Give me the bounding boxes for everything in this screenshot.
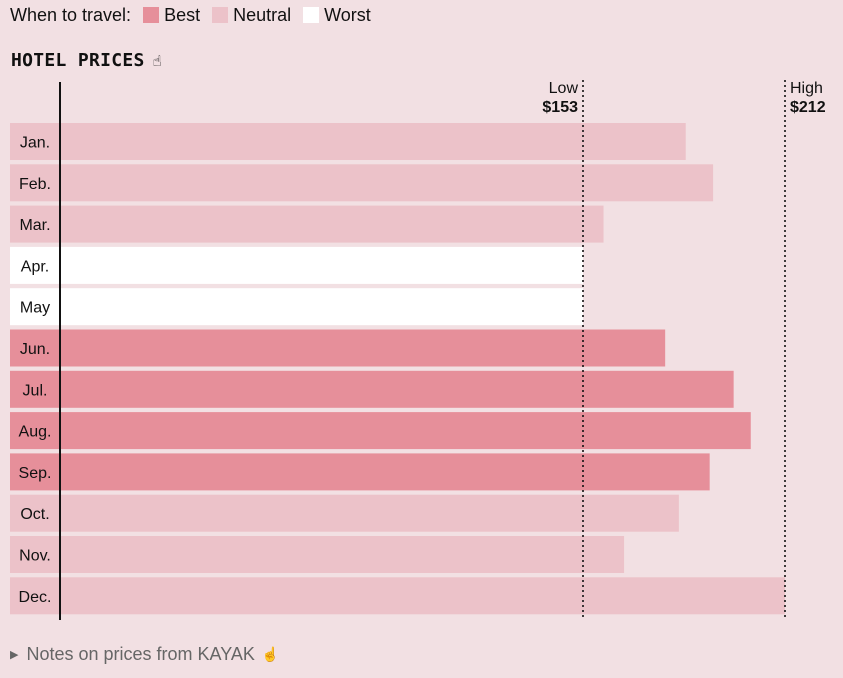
month-label: May [20,300,50,317]
hand-pointer-icon: ☝ [261,646,280,662]
reference-label: High [790,80,823,97]
legend-item-worst: Worst [303,5,371,26]
bar-5 [10,329,666,367]
bar-7 [10,412,751,450]
month-label: Oct. [20,506,49,523]
month-label: Nov. [19,548,51,565]
legend-label-best: Best [164,4,201,25]
reference-value-label: $153 [542,99,578,116]
month-label: Jul. [23,382,48,399]
month-label: Aug. [19,424,52,441]
disclosure-triangle-icon: ▶ [10,649,19,661]
bar-4 [10,288,583,326]
hand-pointer-icon[interactable]: ☝ [152,51,162,70]
legend-label-neutral: Neutral [233,4,292,25]
legend-swatch-worst [303,7,320,23]
month-label: Apr. [21,258,49,275]
month-label: Mar. [19,217,50,234]
bar-10 [10,536,625,573]
month-label: Feb. [19,176,51,193]
bar-3 [10,246,583,284]
chart-title-text: HOTEL PRICES [11,50,145,71]
month-label: Sep. [19,465,52,482]
hotel-prices-chart: Jan. Feb. Mar. Apr. May Jun. Jul. Aug. Sep. Oct. N… [10,80,826,620]
legend-swatch-best [143,7,160,23]
reference-label: Low [549,80,579,97]
month-label: Jun. [20,341,50,358]
bar-0 [10,123,686,160]
bar-6 [10,370,734,408]
legend-swatch-neutral [212,7,229,23]
bar-9 [10,494,679,532]
legend: When to travel: Best Neutral Worst [10,4,371,26]
notes-label: Notes on prices from KAYAK [26,644,255,664]
bar-2 [10,205,604,243]
bar-11 [10,577,785,615]
legend-label: When to travel: [10,4,132,25]
reference-value-label: $212 [790,99,826,116]
chart-title: HOTEL PRICES ☝ [11,50,162,71]
bar-1 [10,164,714,202]
legend-item-neutral: Neutral [212,5,291,26]
notes-toggle[interactable]: ▶ Notes on prices from KAYAK ☝ [10,644,279,665]
legend-label-worst: Worst [324,4,371,25]
bar-8 [10,453,710,491]
legend-item-best: Best [143,5,200,26]
month-label: Jan. [20,135,50,152]
month-label: Dec. [19,589,52,606]
